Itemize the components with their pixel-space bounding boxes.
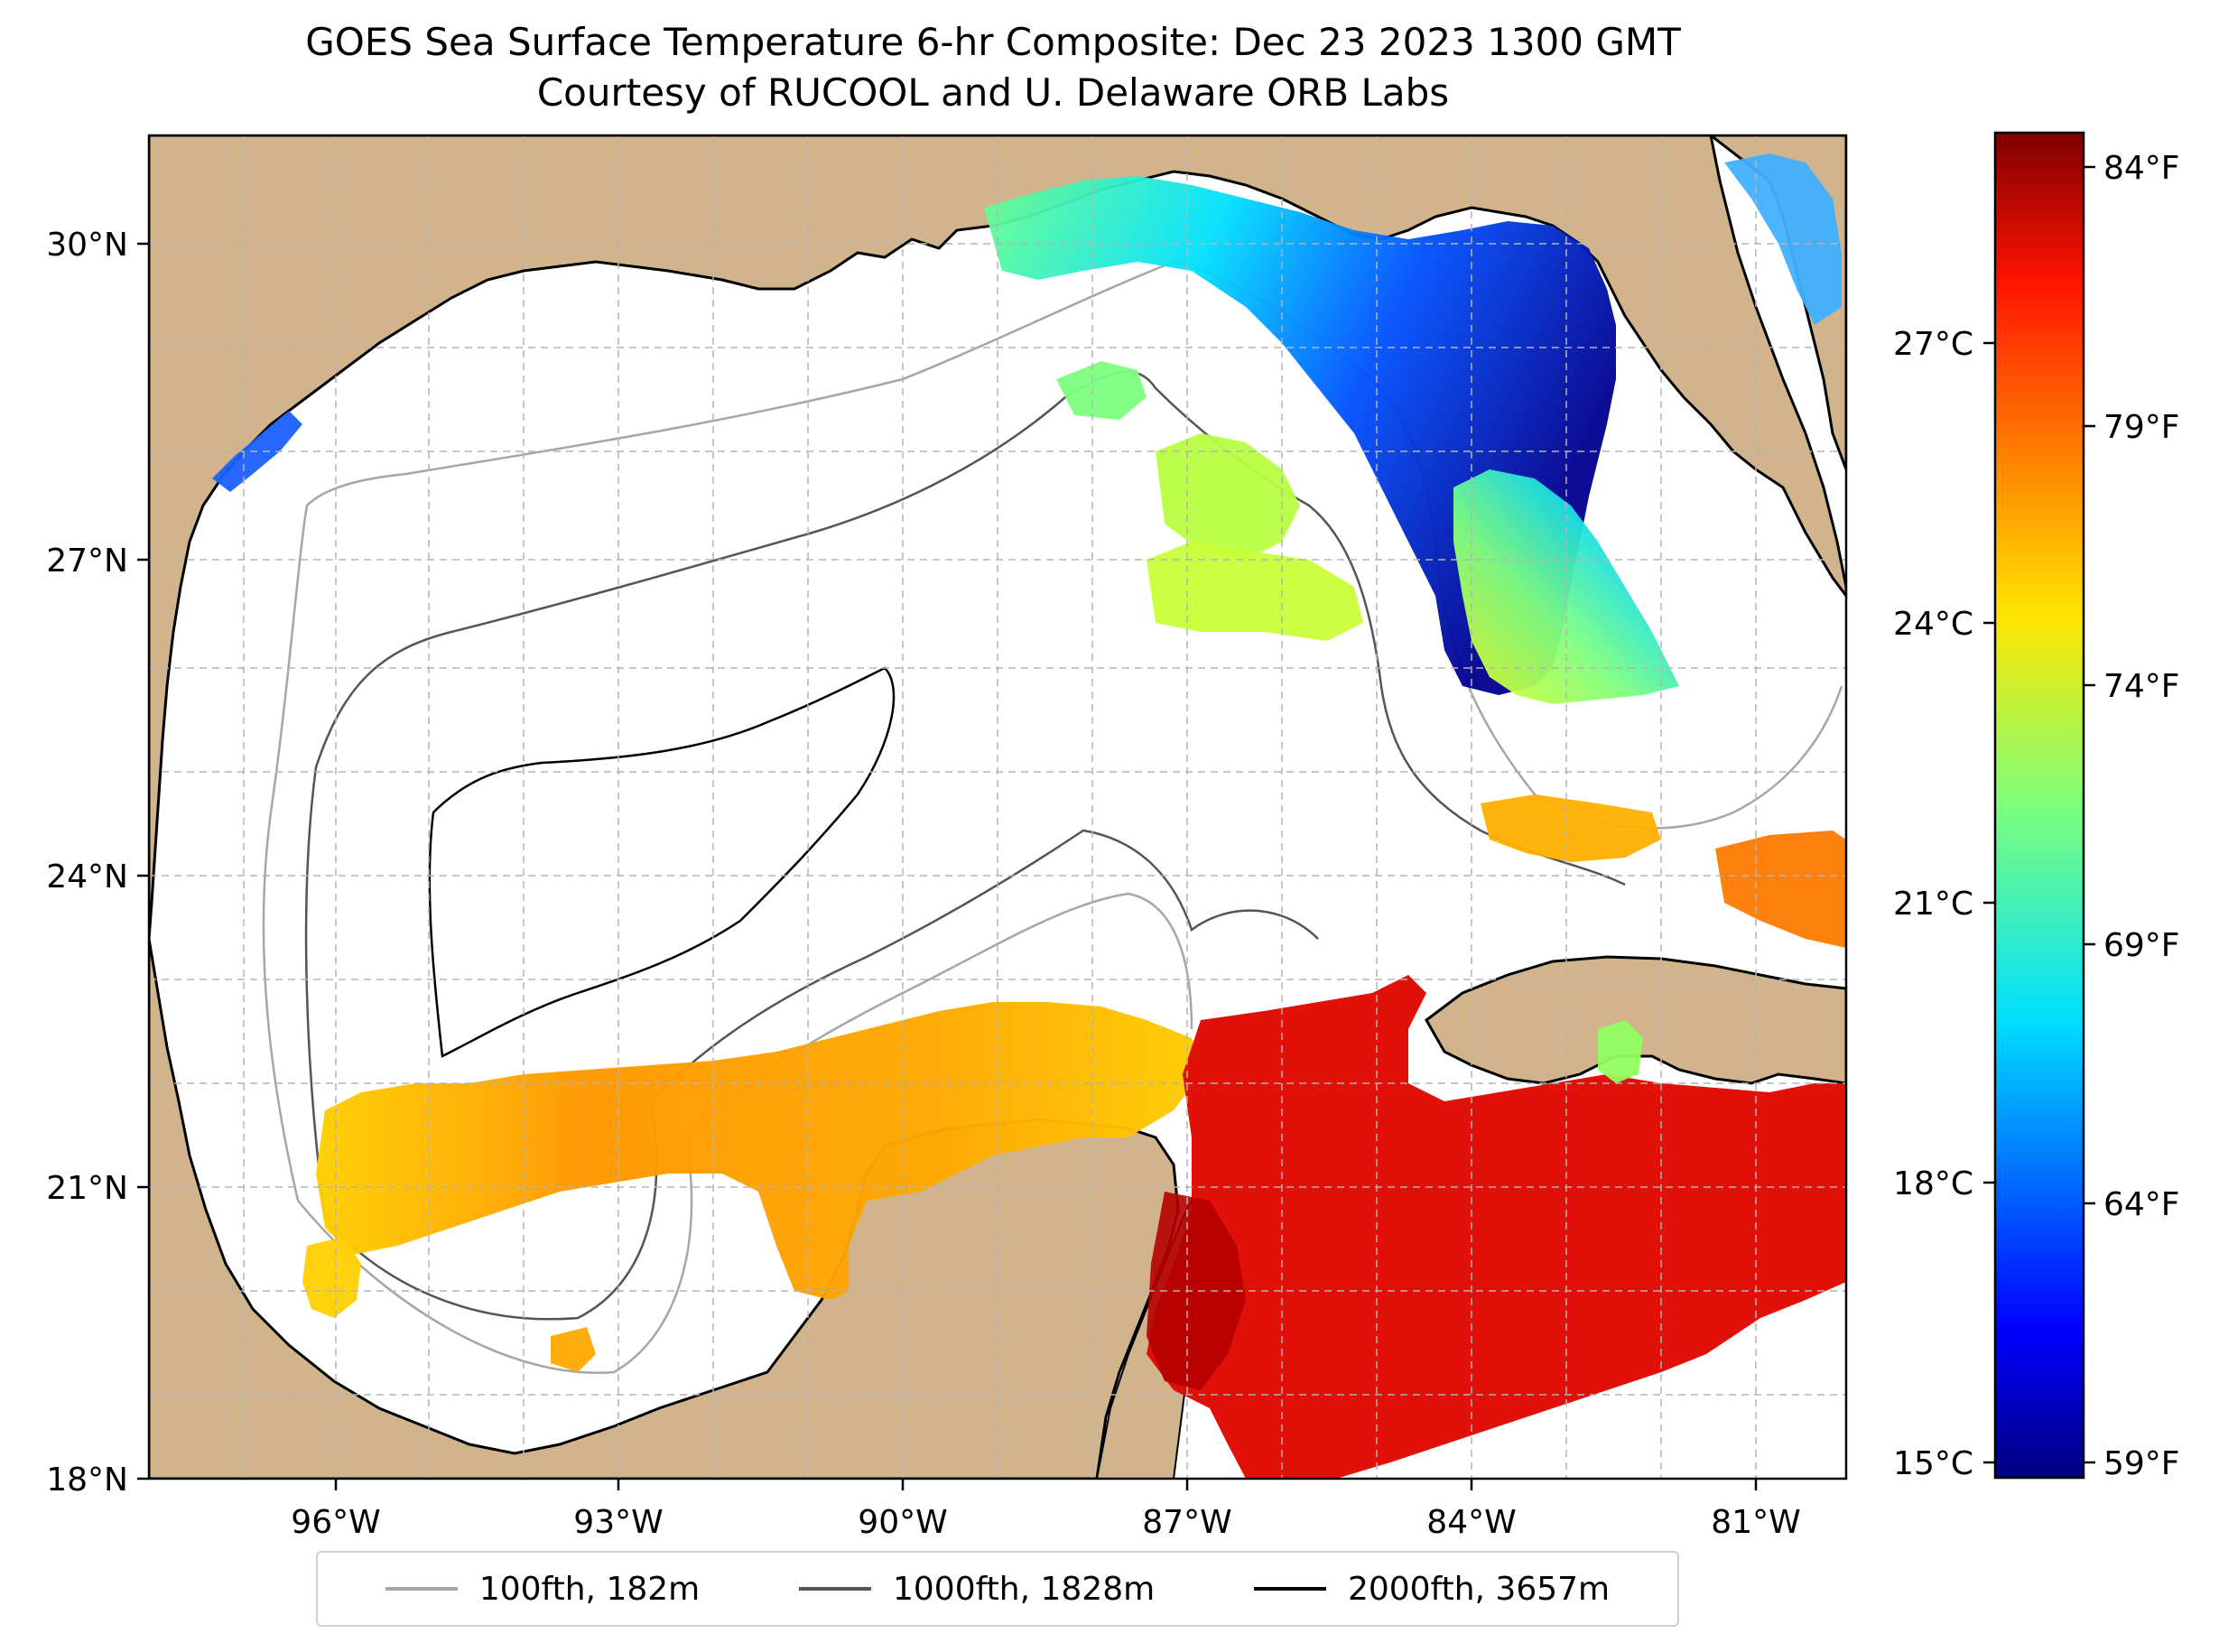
colorbar (1993, 131, 2085, 1480)
legend-item-100fth: 100fth, 182m (385, 1571, 700, 1608)
legend-label-1000fth: 1000fth, 1828m (893, 1570, 1156, 1608)
sst-patch-mid-gulf-2 (1147, 542, 1363, 641)
colorbar-f-79: 79°F (2103, 409, 2180, 446)
sst-patch-west-florida (1453, 469, 1679, 704)
colorbar-c-21: 21°C (1893, 886, 1973, 923)
lat-label-30n: 30°N (46, 227, 128, 264)
lat-label-24n: 24°N (46, 858, 128, 896)
gridlines (149, 135, 1846, 1479)
sst-patch-caribbean-deep (1147, 1192, 1246, 1390)
colorbar-c-15: 15°C (1893, 1445, 1973, 1482)
lat-label-18n: 18°N (46, 1462, 128, 1499)
colorbar-f-59: 59°F (2103, 1445, 2180, 1482)
lon-label-84w: 84°W (1426, 1504, 1516, 1541)
colorbar-f-69: 69°F (2103, 927, 2180, 964)
sst-patch-southwest (302, 1237, 361, 1318)
contour-1000fth (304, 370, 1626, 1220)
lon-label-93w: 93°W (573, 1504, 663, 1541)
lon-label-87w: 87°W (1142, 1504, 1231, 1541)
legend-line-2000fth (1253, 1587, 1326, 1591)
colorbar-c-24: 24°C (1893, 606, 1973, 643)
legend-item-2000fth: 2000fth, 3657m (1253, 1570, 1611, 1608)
legend-line-100fth (385, 1587, 458, 1591)
land-cuba (1425, 955, 1846, 1085)
legend-label-100fth: 100fth, 182m (478, 1570, 701, 1608)
sst-patch-straits (1481, 794, 1661, 862)
map-title: GOES Sea Surface Temperature 6-hr Compos… (305, 20, 1681, 64)
sst-patch-straits-2 (1715, 831, 1846, 948)
lat-label-21n: 21°N (46, 1170, 128, 1207)
lon-label-96w: 96°W (291, 1504, 380, 1541)
sst-patch-orange-small (551, 1327, 596, 1372)
contour-2000fth (428, 666, 896, 1058)
sst-patch-mid-gulf (1156, 433, 1300, 560)
map-subtitle: Courtesy of RUCOOL and U. Delaware ORB L… (536, 70, 1450, 115)
sst-patch-cuba-green (1598, 1020, 1643, 1083)
colorbar-f-64: 64°F (2103, 1186, 2180, 1223)
colorbar-f-74: 74°F (2103, 668, 2180, 705)
legend-item-1000fth: 1000fth, 1828m (799, 1571, 1155, 1608)
lon-label-90w: 90°W (858, 1504, 947, 1541)
sst-patch-green (1056, 361, 1147, 420)
contour-legend: 100fth, 182m 1000fth, 1828m 2000fth, 365… (316, 1551, 1679, 1627)
map-frame (147, 134, 1848, 1480)
lat-label-27n: 27°N (46, 543, 128, 580)
sst-patch-caribbean (1147, 975, 1846, 1479)
sst-patch-southern-band (316, 1002, 1201, 1300)
colorbar-f-84: 84°F (2103, 150, 2180, 187)
sst-patch-florida-east (1724, 153, 1842, 325)
colorbar-c-27: 27°C (1893, 326, 1973, 363)
legend-line-1000fth (799, 1587, 871, 1591)
legend-label-2000fth: 2000fth, 3657m (1347, 1570, 1611, 1608)
contour-1000fth-south (324, 829, 1319, 1321)
colorbar-c-18: 18°C (1893, 1165, 1973, 1202)
lon-label-81w: 81°W (1711, 1504, 1800, 1541)
